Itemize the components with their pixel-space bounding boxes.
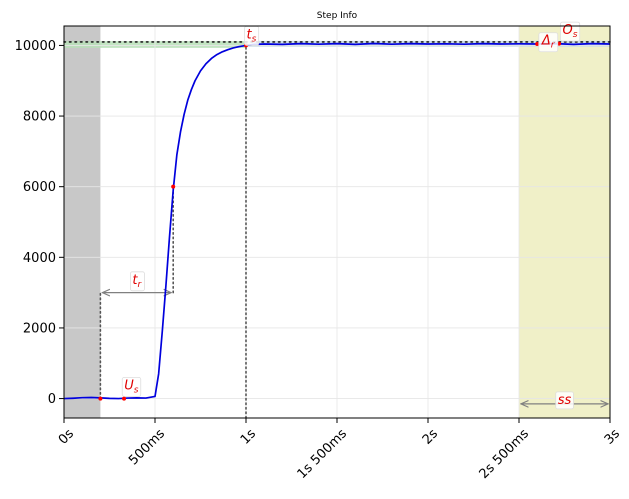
annotation-box <box>129 271 145 292</box>
x-tick-label: 1s 500ms <box>295 426 351 482</box>
series-layer <box>63 42 611 400</box>
chart-title: Step Info <box>317 11 358 21</box>
annotation-text: ts <box>247 27 257 44</box>
annotation-text: Δr <box>541 34 556 51</box>
data-marker <box>122 396 127 401</box>
y-tick-label: 10000 <box>15 39 56 54</box>
annotation-box <box>121 376 142 397</box>
annotation-box <box>555 391 574 410</box>
x-tick-label: 500ms <box>126 426 168 468</box>
annotation-text: tr <box>132 273 142 290</box>
annotation-base: t <box>132 273 138 288</box>
annotation-base: t <box>247 27 253 42</box>
initial-region-band <box>64 26 101 418</box>
annotation-base: O <box>562 23 572 38</box>
y-tick-label: 4000 <box>23 251 56 266</box>
annotation-box <box>560 21 581 42</box>
annotation-sub: s <box>573 30 578 40</box>
data-marker <box>171 184 176 189</box>
annotation-sub: r <box>551 41 556 51</box>
x-tick-label: 2s 500ms <box>477 426 533 482</box>
data-marker <box>98 396 103 401</box>
y-tick-label: 0 <box>48 392 56 407</box>
annotation-text: Os <box>562 23 577 40</box>
annotation-label: Δr <box>538 32 559 53</box>
markers-layer <box>98 41 562 401</box>
series-line-0 <box>63 42 611 400</box>
x-tick-label: 1s <box>238 426 259 447</box>
annotation-label: Os <box>560 21 581 42</box>
annotation-label: Us <box>121 376 142 397</box>
y-tick-label: 6000 <box>23 180 56 195</box>
y-tick-label: 2000 <box>23 321 56 336</box>
annotation-base: ss <box>558 393 572 408</box>
data-marker <box>535 42 540 47</box>
x-tick-label: 2s <box>420 426 441 447</box>
annotation-base: Δ <box>541 34 551 49</box>
annotation-label: ss <box>555 391 574 410</box>
annotation-sub: r <box>138 280 143 290</box>
annotation-sub: s <box>134 385 139 395</box>
annotation-text: Us <box>124 378 139 395</box>
annotation-box <box>538 32 559 53</box>
steady-state-band <box>519 26 610 418</box>
y-tick-label: 8000 <box>23 110 56 125</box>
annotation-sub: s <box>252 34 257 44</box>
annotation-label: ts <box>244 25 260 46</box>
x-tick-label: 0s <box>56 426 77 447</box>
bands-layer <box>64 26 610 418</box>
annotation-label: tr <box>129 271 145 292</box>
x-tick-label: 3s <box>602 426 623 447</box>
annotation-text: ss <box>558 393 572 408</box>
annotation-base: U <box>124 378 134 393</box>
